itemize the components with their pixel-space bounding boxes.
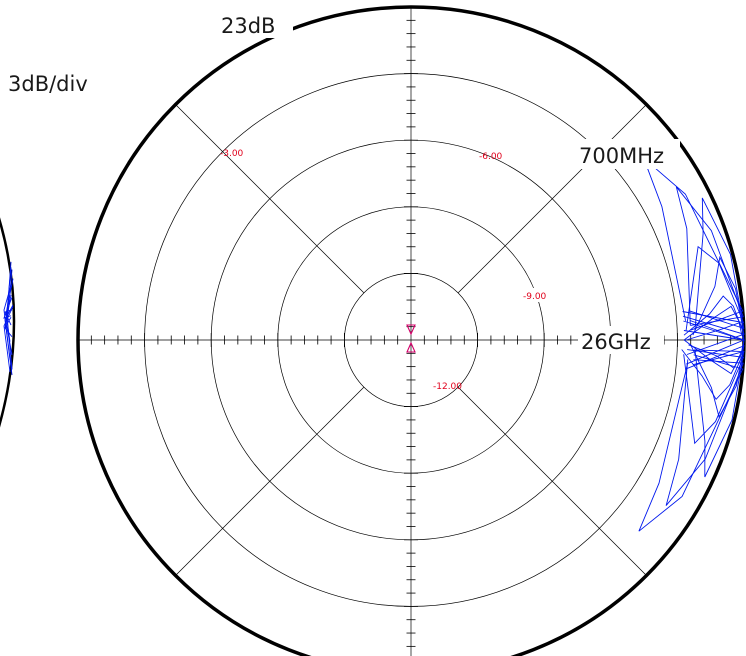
trace-line (665, 359, 744, 506)
circle-label: -6.00 (479, 152, 503, 162)
reference-level-label: 23dB (221, 14, 275, 38)
diagonal-gridline (457, 104, 647, 294)
marker-triangle-up (406, 341, 416, 353)
scale-label: 3dB/div (8, 72, 88, 96)
adjacent-plot-fragment (0, 217, 16, 428)
circle-label: -12.00 (433, 382, 462, 392)
trace-line (683, 349, 745, 445)
start-frequency-label: 700MHz (579, 144, 664, 168)
trace-line (689, 197, 745, 331)
adjacent-plot-trace (3, 306, 14, 373)
trace-line (682, 255, 745, 336)
circle-label: -9.00 (523, 292, 547, 302)
trace-line (683, 305, 745, 341)
adjacent-plot-edge (0, 217, 16, 428)
adjacent-plot-trace (4, 304, 14, 360)
trace-line (682, 245, 745, 331)
trace-line (683, 339, 745, 375)
trace-line (675, 186, 744, 326)
start-freq-bg (576, 139, 680, 169)
stop-freq-bg (578, 326, 664, 354)
diagonal-gridline (175, 104, 365, 294)
diagonal-gridline (175, 386, 365, 576)
circle-label: -3.00 (220, 149, 244, 159)
trace-line (681, 349, 745, 401)
diagonal-gridline (457, 386, 647, 576)
adjacent-plot-trace (4, 294, 13, 338)
trace-group (638, 157, 745, 532)
ref-level-bg (215, 8, 293, 38)
marker-group (406, 324, 416, 353)
trace-line (693, 349, 745, 478)
marker-triangle-down (406, 324, 416, 336)
trace-line (683, 295, 745, 355)
circle-label-bg (519, 288, 565, 302)
adjacent-plot-trace (6, 269, 13, 325)
trace-line (643, 157, 744, 331)
stop-frequency-label: 26GHz (581, 330, 651, 354)
